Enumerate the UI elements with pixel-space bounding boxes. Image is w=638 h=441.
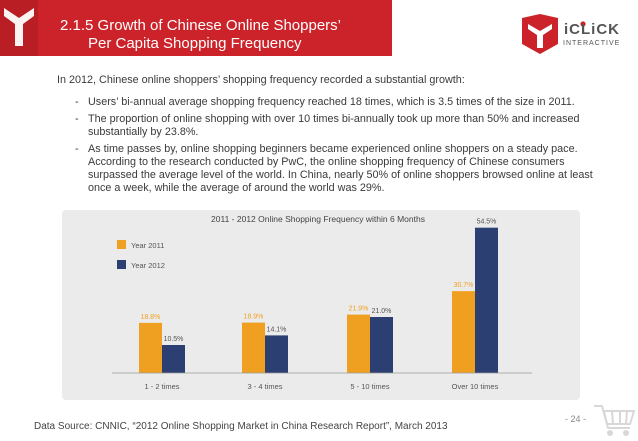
- x-tick-label: Over 10 times: [452, 382, 499, 391]
- bullet-item: The proportion of online shopping with o…: [75, 113, 595, 139]
- x-tick-label: 5 - 10 times: [350, 382, 389, 391]
- bullet-item: Users’ bi-annual average shopping freque…: [75, 96, 595, 109]
- bar-value-label: 30.7%: [454, 282, 474, 289]
- logo-dot-icon: [580, 21, 586, 27]
- shopping-cart-icon: [594, 405, 636, 436]
- iclick-logo: [522, 14, 586, 54]
- legend-swatch: [117, 240, 126, 249]
- page-title-line-2: Per Capita Shopping Frequency: [88, 35, 302, 52]
- header-logo-mark: [0, 0, 38, 56]
- x-tick-label: 1 - 2 times: [144, 382, 179, 391]
- bar-value-label: 21.0%: [372, 308, 392, 315]
- page-title-line-1: 2.1.5 Growth of Chinese Online Shoppers’: [60, 17, 341, 34]
- bar-2012: [162, 345, 185, 373]
- intro-text: In 2012, Chinese online shoppers’ shoppi…: [57, 74, 465, 86]
- bar-value-label: 18.8%: [141, 314, 161, 321]
- bar-2012: [475, 227, 498, 373]
- legend-label: Year 2012: [131, 261, 165, 270]
- bar-2011: [242, 322, 265, 373]
- chart-title: 2011 - 2012 Online Shopping Frequency wi…: [211, 214, 425, 224]
- bar-value-label: 10.5%: [164, 336, 184, 343]
- page-number: - 24 -: [565, 414, 587, 424]
- bar-2012: [265, 335, 288, 373]
- bar-2011: [452, 291, 475, 373]
- bar-value-label: 18.9%: [244, 314, 264, 321]
- legend-label: Year 2011: [131, 241, 164, 250]
- logo-tagline: INTERACTIVE: [563, 40, 621, 47]
- logo-name: iCLiCK: [564, 21, 620, 38]
- bullet-list: Users’ bi-annual average shopping freque…: [75, 96, 595, 199]
- header-bar: [0, 0, 392, 56]
- bar-2011: [347, 314, 370, 373]
- bar-2012: [370, 317, 393, 373]
- bar-2011: [139, 322, 162, 373]
- bar-value-label: 21.9%: [349, 306, 369, 313]
- bar-value-label: 54.5%: [477, 219, 497, 226]
- x-tick-label: 3 - 4 times: [247, 382, 282, 391]
- bullet-item: As time passes by, online shopping begin…: [75, 143, 595, 195]
- legend-swatch: [117, 260, 126, 269]
- bar-value-label: 14.1%: [267, 326, 287, 333]
- data-source: Data Source: CNNIC, “2012 Online Shoppin…: [34, 421, 448, 432]
